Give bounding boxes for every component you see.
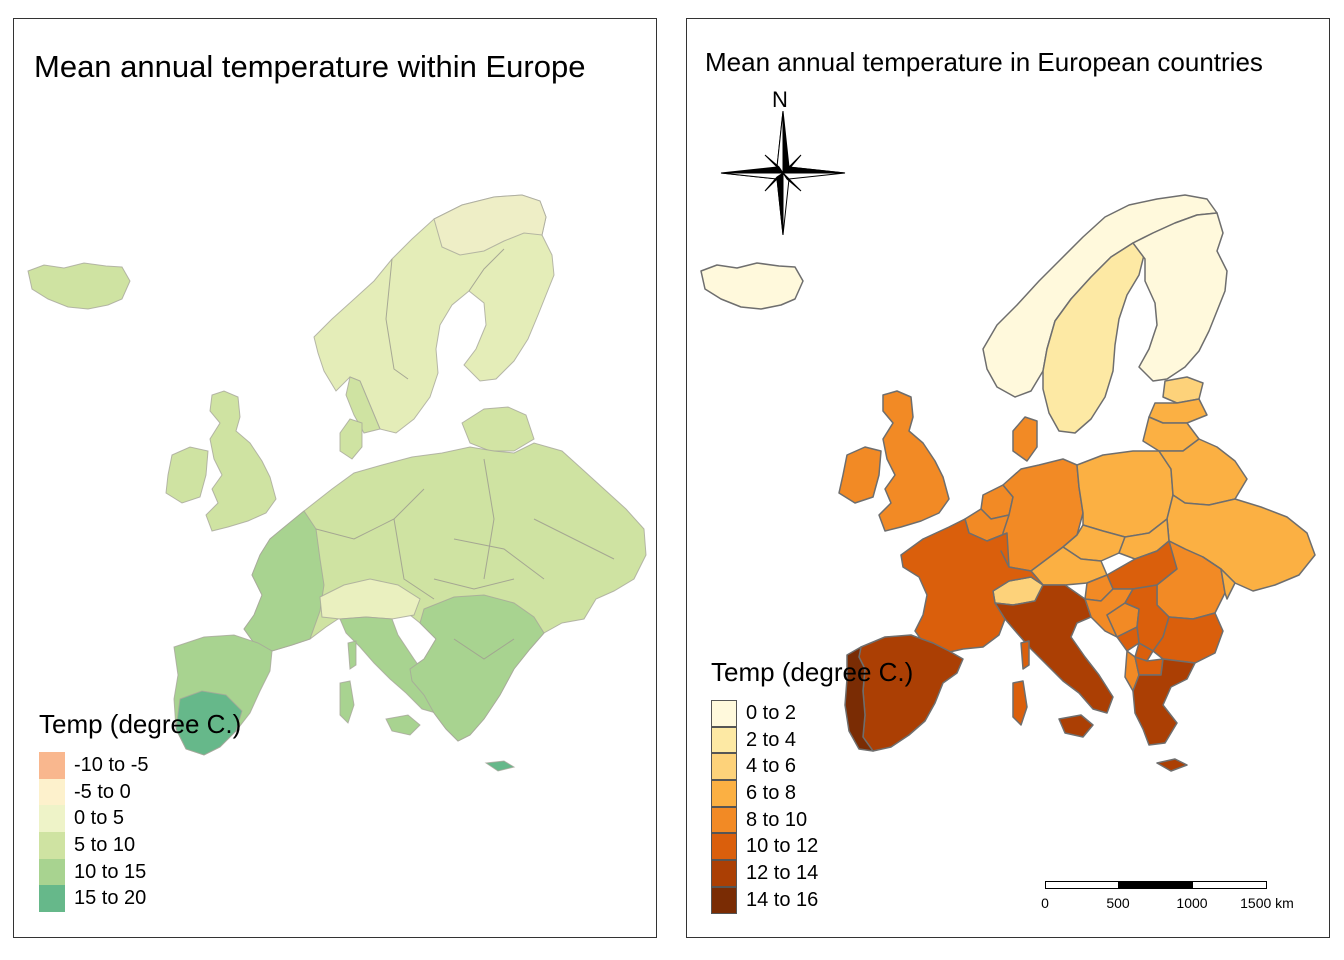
map-title: Mean annual temperature within Europe: [34, 49, 586, 84]
legend-swatch: [39, 805, 65, 833]
country-denmark: [1012, 416, 1038, 462]
scale-bar: 0 500 1000 1500 km: [1041, 881, 1294, 911]
legend-title: Temp (degree C.): [39, 709, 242, 739]
raster-map-canvas: [27, 194, 647, 772]
country-ireland: [838, 446, 882, 504]
legend-label: 12 to 14: [746, 861, 819, 884]
legend-label: 0 to 2: [746, 701, 797, 724]
legend-swatch: [39, 778, 65, 806]
legend-label: 10 to 15: [74, 860, 147, 883]
country-temperature-map-panel: Mean annual temperature in European coun…: [686, 18, 1330, 938]
country-latvia: [1148, 398, 1208, 424]
legend-label: -10 to -5: [74, 753, 149, 776]
legend-item: 15 to 20: [39, 885, 241, 913]
legend-swatch: [711, 806, 737, 834]
country-sardinia: [1012, 680, 1028, 726]
map-region-iceland: [27, 262, 131, 310]
legend-item: 10 to 12: [711, 833, 913, 861]
map-region-balkans: [409, 594, 545, 742]
legend-label: 10 to 12: [746, 835, 819, 858]
legend-label: 6 to 8: [746, 781, 797, 804]
legend-item: 6 to 8: [711, 780, 913, 807]
map-region-great-britain: [205, 390, 277, 532]
legend-items: -10 to -5 -5 to 0 0 to 5 5 to 10 10 to 15 15 …: [39, 752, 241, 913]
legend-title: Temp (degree C.): [711, 657, 914, 687]
scale-bar-segment: [1192, 881, 1267, 889]
legend-item: 0 to 2: [711, 700, 913, 727]
legend-swatch: [39, 885, 65, 913]
legend-swatch: [711, 753, 737, 781]
scale-bar-segment: [1045, 881, 1119, 889]
choropleth-map-canvas: [700, 110, 1316, 772]
map-region-crete: [484, 760, 516, 772]
country-sweden: [1042, 242, 1146, 434]
legend-swatch: [39, 832, 65, 859]
map-region-south-iberia: [175, 690, 243, 756]
legend-label: 15 to 20: [74, 887, 147, 910]
map-title: Mean annual temperature in European coun…: [705, 47, 1263, 77]
country-moldova: [1202, 556, 1236, 600]
legend-item: 12 to 14: [711, 860, 913, 887]
legend-item: 4 to 6: [711, 753, 913, 781]
legend-label: 8 to 10: [746, 808, 808, 831]
legend-swatch: [711, 700, 737, 727]
map-region-south-sweden: [345, 376, 381, 434]
legend-label: 2 to 4: [746, 728, 797, 751]
country-corsica: [1020, 640, 1030, 670]
legend-item: 8 to 10: [711, 806, 913, 834]
map-region-corsica: [347, 640, 357, 670]
temperature-raster-map-panel: Mean annual temperature within Europe Te…: [13, 18, 657, 938]
country-greece: [1132, 658, 1196, 746]
legend-label: 5 to 10: [74, 833, 136, 856]
country-crete: [1156, 758, 1188, 772]
scale-bar-label: 1500 km: [1240, 895, 1294, 911]
country-portugal: [844, 646, 874, 752]
country-belarus: [1158, 438, 1248, 506]
country-poland: [1076, 450, 1174, 538]
country-iceland: [700, 262, 804, 310]
legend-swatch: [711, 886, 737, 914]
legend-label: 4 to 6: [746, 755, 797, 778]
legend-item: 2 to 4: [711, 726, 913, 754]
legend-label: 0 to 5: [74, 807, 125, 830]
map-region-sicily: [385, 714, 421, 736]
legend-swatch: [711, 780, 737, 807]
map-region-denmark: [339, 418, 363, 460]
country-france: [900, 518, 1044, 654]
legend-swatch: [711, 860, 737, 887]
map-region-baltics: [461, 406, 535, 452]
country-sicily: [1058, 714, 1094, 738]
legend-swatch: [39, 858, 65, 886]
north-arrow-compass: [720, 110, 846, 236]
map-region-ireland: [165, 446, 209, 504]
country-finland: [1132, 212, 1228, 382]
legend-swatch: [711, 833, 737, 861]
legend-label: -5 to 0: [74, 780, 131, 803]
legend-swatch: [39, 752, 65, 779]
legend-item: -5 to 0: [39, 778, 241, 806]
legend-swatch: [711, 726, 737, 754]
map-region-alps: [319, 578, 421, 620]
map-region-lapland: [433, 194, 547, 256]
country-north-macedonia: [1134, 656, 1164, 676]
country-united-kingdom: [878, 390, 950, 532]
map-region-france: [243, 510, 325, 652]
legend-item: -10 to -5: [39, 752, 241, 779]
country-bulgaria: [1152, 612, 1224, 664]
scale-bar-label: 500: [1106, 895, 1130, 911]
scale-bar-segment: [1118, 881, 1193, 889]
scale-bar-label: 0: [1041, 895, 1049, 911]
legend-item: 5 to 10: [39, 832, 241, 859]
legend-item: 14 to 16: [711, 886, 913, 914]
legend: Temp (degree C.) 0 to 2 2 to 4 4 to 6 6 to …: [711, 657, 913, 914]
legend-items: 0 to 2 2 to 4 4 to 6 6 to 8 8 to 10 10 to 12 1…: [711, 700, 913, 914]
north-arrow-label: N: [772, 87, 788, 112]
scale-bar-label: 1000: [1176, 895, 1208, 911]
legend-label: 14 to 16: [746, 888, 819, 911]
legend: Temp (degree C.) -10 to -5 -5 to 0 0 to 5 5…: [39, 709, 242, 913]
map-region-sardinia: [339, 680, 355, 724]
legend-item: 10 to 15: [39, 858, 241, 886]
legend-item: 0 to 5: [39, 805, 241, 833]
country-italy: [994, 584, 1114, 714]
